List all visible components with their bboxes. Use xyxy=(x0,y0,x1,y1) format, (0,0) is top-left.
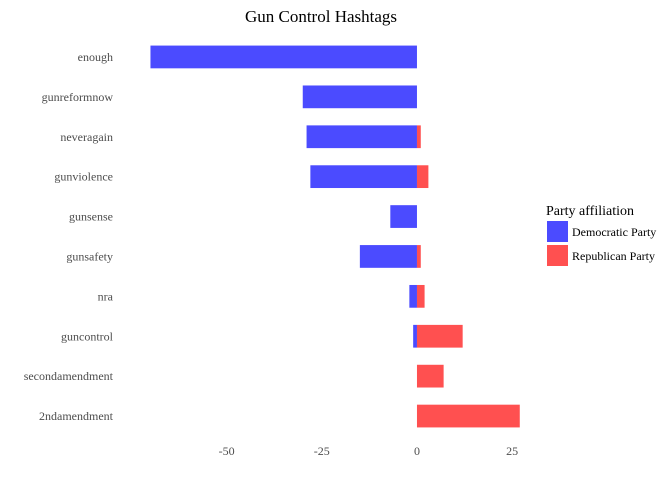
x-axis-tick-labels: -50 -25 0 25 xyxy=(219,444,519,458)
x-tick-label: 0 xyxy=(414,444,420,458)
bar-neveragain-republican xyxy=(416,125,421,149)
bar-2ndamendment-republican xyxy=(416,404,520,428)
x-tick-label: -50 xyxy=(219,444,235,458)
bar-secondamendment-republican xyxy=(416,364,444,388)
chart-title: Gun Control Hashtags xyxy=(245,7,397,26)
category-label-enough: enough xyxy=(78,50,113,64)
bar-neveragain-democratic xyxy=(306,125,417,149)
bar-gunsafety-republican xyxy=(416,245,421,268)
category-label-gunsafety: gunsafety xyxy=(66,249,113,263)
category-label-gunviolence: gunviolence xyxy=(54,170,113,184)
bar-guncontrol-republican xyxy=(416,324,463,348)
legend: Party affiliation Democratic Party Republ… xyxy=(546,204,656,266)
category-label-gunreformnow: gunreformnow xyxy=(42,90,114,104)
bars-layer xyxy=(150,45,520,428)
category-label-2ndamendment: 2ndamendment xyxy=(39,409,114,423)
category-labels: enough gunreformnow neveragain gunviolence g… xyxy=(24,50,114,423)
bar-gunviolence-republican xyxy=(416,165,429,189)
legend-title: Party affiliation xyxy=(546,204,634,219)
category-label-guncontrol: guncontrol xyxy=(61,329,114,343)
x-tick-label: 25 xyxy=(506,444,518,458)
bar-gunsafety-democratic xyxy=(359,245,417,268)
bar-nra-republican xyxy=(416,284,425,308)
bar-guncontrol-democratic xyxy=(413,324,417,348)
bar-gunviolence-democratic xyxy=(310,165,417,189)
bar-nra-democratic xyxy=(409,284,417,308)
bar-enough-democratic xyxy=(150,45,417,69)
category-label-gunsense: gunsense xyxy=(69,210,113,224)
legend-key-republican xyxy=(547,245,568,266)
category-label-neveragain: neveragain xyxy=(60,130,113,144)
legend-key-democratic xyxy=(547,221,568,242)
category-label-secondamendment: secondamendment xyxy=(24,369,114,383)
legend-label-democratic: Democratic Party xyxy=(572,225,656,239)
legend-items: Democratic Party Republican Party xyxy=(547,221,656,266)
bar-gunreformnow-democratic xyxy=(302,85,417,109)
x-tick-label: -25 xyxy=(314,444,330,458)
bar-gunsense-democratic xyxy=(390,205,417,228)
legend-label-republican: Republican Party xyxy=(572,249,655,263)
category-label-nra: nra xyxy=(98,289,114,303)
